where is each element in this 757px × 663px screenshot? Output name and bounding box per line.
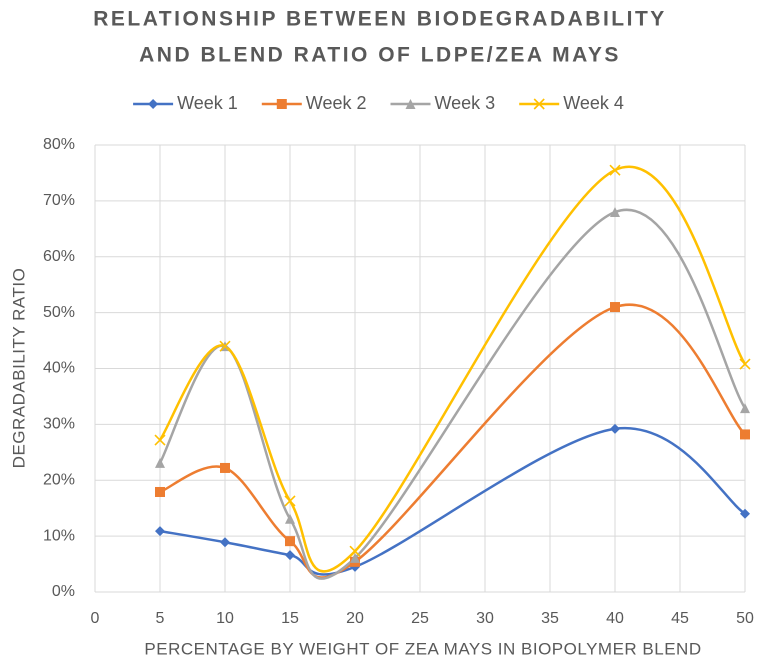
marker bbox=[220, 462, 230, 473]
marker bbox=[740, 403, 750, 414]
marker bbox=[155, 486, 165, 497]
marker bbox=[155, 457, 165, 468]
y-tick-label: 10% bbox=[43, 527, 75, 544]
marker bbox=[609, 164, 621, 176]
marker bbox=[349, 545, 361, 557]
marker bbox=[405, 99, 416, 109]
x-tick-label: 35 bbox=[541, 610, 559, 627]
marker bbox=[533, 98, 545, 110]
marker bbox=[350, 552, 360, 563]
marker bbox=[148, 99, 159, 109]
legend-label: Week 3 bbox=[435, 93, 496, 113]
marker bbox=[219, 340, 231, 352]
y-tick-label: 40% bbox=[43, 360, 75, 377]
y-tick-label: 30% bbox=[43, 416, 75, 433]
legend-label: Week 1 bbox=[177, 93, 238, 113]
x-tick-label: 10 bbox=[216, 610, 234, 627]
y-tick-label: 70% bbox=[43, 192, 75, 209]
x-axis-label: PERCENTAGE BY WEIGHT OF ZEA MAYS IN BIOP… bbox=[144, 639, 701, 658]
x-tick-label: 5 bbox=[156, 610, 165, 627]
legend-item: Week 4 bbox=[519, 93, 624, 113]
marker bbox=[285, 536, 295, 547]
legend-item: Week 3 bbox=[390, 93, 496, 113]
y-axis-label: DEGRADABILITY RATIO bbox=[9, 268, 28, 469]
legend-label: Week 2 bbox=[306, 93, 367, 113]
x-tick-label: 25 bbox=[411, 610, 429, 627]
legend: Week 1 Week 2 Week 3 Week 4 bbox=[133, 93, 624, 113]
marker bbox=[154, 434, 166, 446]
marker bbox=[610, 207, 620, 218]
legend-item: Week 1 bbox=[133, 93, 238, 113]
y-tick-label: 0% bbox=[52, 583, 75, 600]
marker bbox=[610, 423, 620, 434]
marker bbox=[740, 429, 750, 440]
x-tick-label: 50 bbox=[736, 610, 754, 627]
marker bbox=[284, 495, 296, 507]
legend-label: Week 4 bbox=[563, 93, 624, 113]
y-tick-label: 50% bbox=[43, 304, 75, 321]
x-tick-label: 45 bbox=[671, 610, 689, 627]
marker bbox=[220, 537, 230, 548]
x-tick-label: 0 bbox=[91, 610, 100, 627]
marker bbox=[285, 513, 295, 524]
legend-item: Week 2 bbox=[261, 93, 367, 113]
chart-title: AND BLEND RATIO OF LDPE/ZEA MAYS bbox=[139, 44, 621, 67]
marker bbox=[740, 508, 750, 519]
x-tick-label: 20 bbox=[346, 610, 364, 627]
series-line bbox=[158, 208, 747, 580]
x-tick-label: 30 bbox=[476, 610, 494, 627]
y-tick-label: 80% bbox=[43, 136, 75, 153]
marker bbox=[285, 550, 295, 561]
chart-title: RELATIONSHIP BETWEEN BIODEGRADABILITY bbox=[93, 8, 667, 31]
x-tick-label: 15 bbox=[281, 610, 299, 627]
x-tick-label: 40 bbox=[606, 610, 624, 627]
series-line bbox=[159, 426, 746, 576]
marker bbox=[155, 526, 165, 537]
marker bbox=[276, 99, 287, 109]
y-tick-label: 60% bbox=[43, 248, 75, 265]
marker bbox=[739, 358, 751, 370]
marker bbox=[610, 302, 620, 313]
y-tick-label: 20% bbox=[43, 471, 75, 488]
